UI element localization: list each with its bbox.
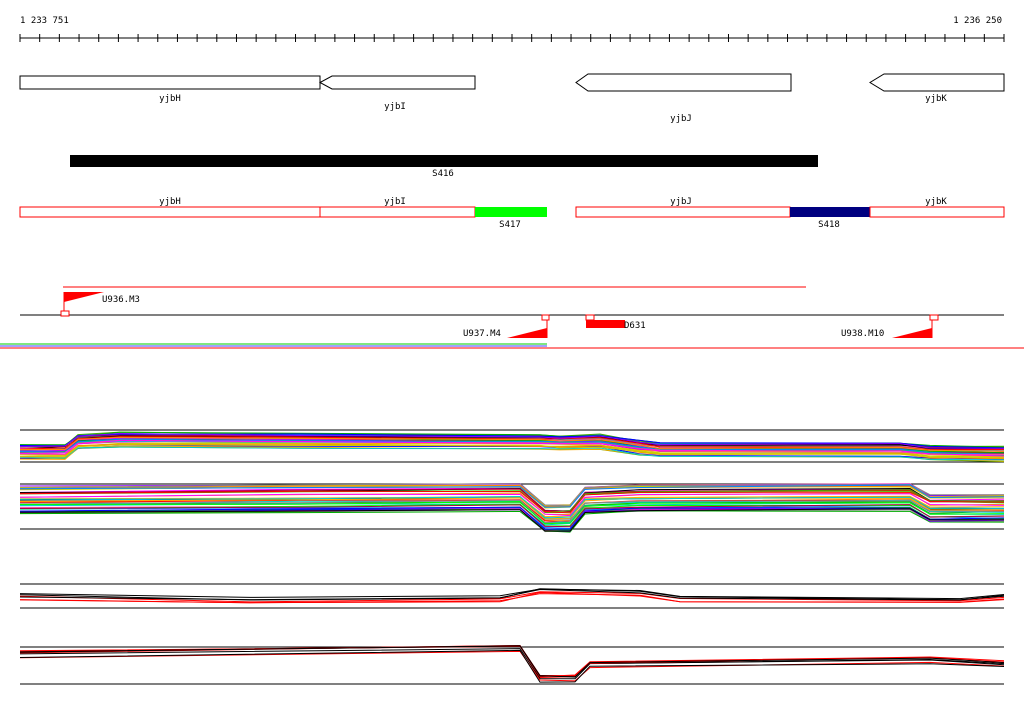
transcript-track: yjbH yjbI yjbJ yjbK S417 S418 [19, 197, 1005, 230]
expression-profile-line [19, 588, 1005, 601]
transcript-box-yjbK[interactable] [869, 206, 1005, 218]
transcript-box-yjbJ[interactable] [575, 206, 791, 218]
ruler-ticks [19, 34, 1005, 42]
segment-bar-S416[interactable] [70, 155, 818, 167]
gene-arrow-yjbH[interactable] [19, 75, 321, 90]
profile-lines-bottom [19, 644, 1005, 683]
expression-profile-line [19, 495, 1005, 519]
gene-label-yjbJ: yjbJ [670, 114, 692, 124]
expression-profile-line [19, 483, 1005, 507]
expression-profile-line [19, 499, 1005, 524]
expression-profile-line [19, 593, 1005, 604]
expression-profile-line [19, 484, 1005, 508]
feature-label-U937.M4: U937.M4 [463, 329, 501, 339]
expression-panel-top [19, 429, 1005, 463]
gene-arrow-yjbK[interactable] [869, 73, 1005, 92]
expression-profile-line [19, 497, 1005, 520]
expression-profile-line [19, 493, 1005, 517]
transcript-box-yjbH[interactable] [19, 206, 321, 218]
feature-label-U938.M10: U938.M10 [841, 329, 884, 339]
gene-label-yjbK: yjbK [925, 94, 947, 104]
transcript-label-yjbH: yjbH [159, 197, 181, 207]
profile-lines-middle [19, 482, 1005, 533]
expression-profile-line [19, 508, 1005, 532]
expression-profile-line [19, 439, 1005, 455]
feature-tick-U937 [541, 314, 550, 321]
feature-flag-U937.M4[interactable] [507, 328, 547, 338]
expression-profile-line [19, 501, 1005, 525]
feature-track: U936.M3 U937.M4 D631 U938.M10 [0, 286, 1024, 349]
expression-panel-third [19, 583, 1005, 609]
feature-tick-U936 [60, 310, 70, 317]
transcript-label-yjbI: yjbI [384, 197, 406, 207]
highlight-label-S418: S418 [818, 220, 840, 230]
feature-box-D631[interactable] [586, 320, 625, 328]
feature-tick-D631 [585, 314, 595, 321]
transcript-label-yjbJ: yjbJ [670, 197, 692, 207]
expression-profile-line [19, 591, 1005, 603]
transcript-label-yjbK: yjbK [925, 197, 947, 207]
ruler-start-label: 1 233 751 [20, 16, 69, 26]
feature-label-U936.M3: U936.M3 [102, 295, 140, 305]
expression-profile-line [19, 510, 1005, 533]
expression-profile-line [19, 504, 1005, 528]
expression-profile-line [19, 444, 1005, 459]
expression-panel-middle [19, 482, 1005, 533]
gene-track: yjbH yjbI yjbJ yjbK [19, 73, 1005, 124]
expression-profile-line [19, 649, 1005, 683]
transcript-box-yjbI[interactable] [319, 206, 476, 218]
highlight-label-S417: S417 [499, 220, 521, 230]
segment-track: S416 [70, 155, 818, 179]
highlight-box-S418[interactable] [790, 207, 870, 217]
gene-label-yjbI: yjbI [384, 102, 406, 112]
expression-profile-line [19, 438, 1005, 455]
ruler-end-label: 1 236 250 [953, 16, 1002, 26]
profile-lines-third [19, 588, 1005, 604]
profile-lines-top [19, 431, 1005, 463]
gene-arrow-yjbI[interactable] [318, 75, 476, 90]
expression-profile-line [19, 446, 1005, 461]
expression-profile-line [19, 440, 1005, 457]
feature-flag-U936.M3[interactable] [64, 292, 104, 302]
expression-profile-line [19, 645, 1005, 678]
feature-label-D631: D631 [624, 321, 646, 331]
coordinate-ruler: 1 233 751 1 236 250 [19, 16, 1005, 42]
feature-tick-U938 [929, 314, 939, 321]
feature-flag-U938.M10[interactable] [892, 328, 932, 338]
expression-profile-line [19, 432, 1005, 449]
segment-label-S416: S416 [432, 169, 454, 179]
gene-arrow-yjbJ[interactable] [575, 73, 792, 92]
highlight-box-S417[interactable] [475, 207, 547, 217]
expression-panel-bottom [19, 644, 1005, 685]
expression-profile-line [19, 490, 1005, 514]
gene-label-yjbH: yjbH [159, 94, 181, 104]
expression-profile-line [19, 650, 1005, 682]
expression-profile-line [20, 436, 1005, 452]
